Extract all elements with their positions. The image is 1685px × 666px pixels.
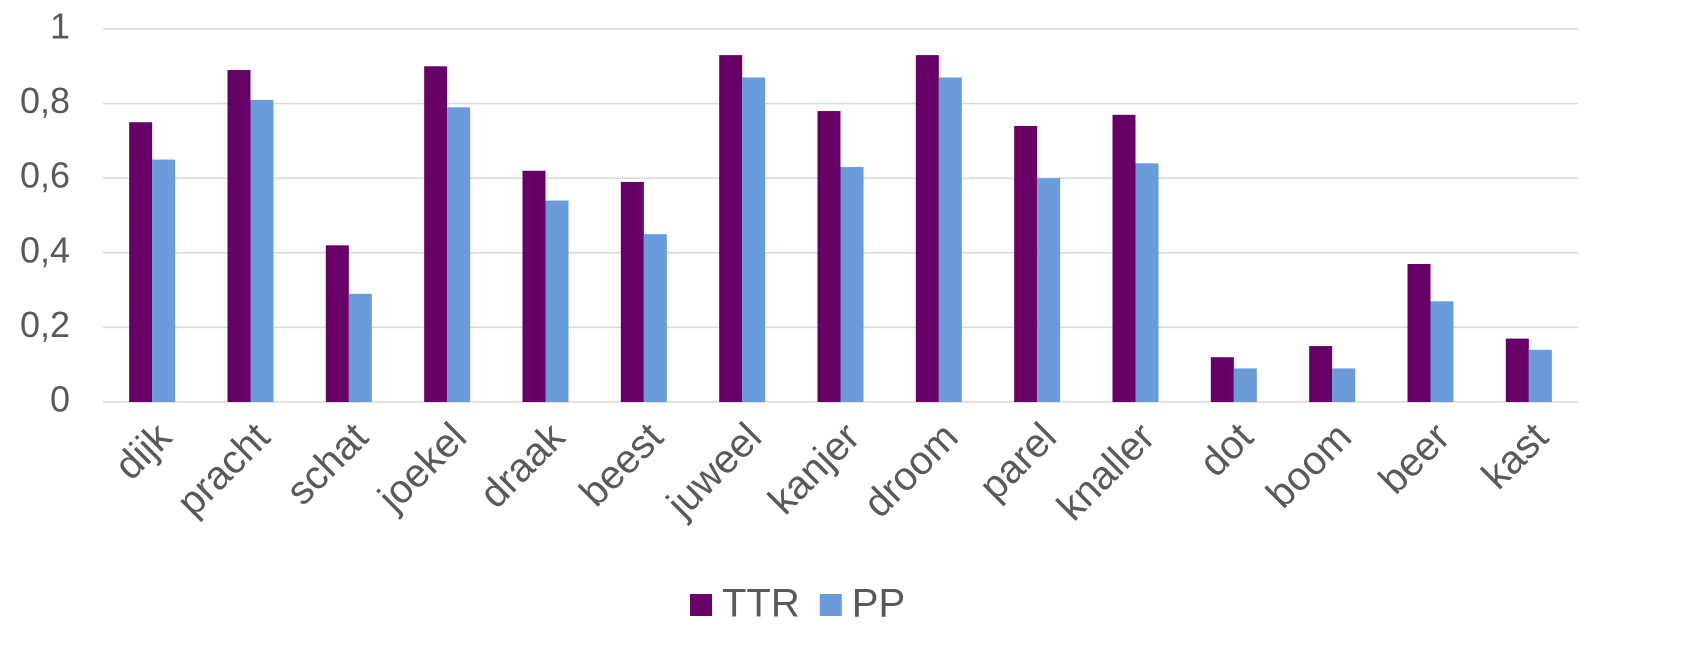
x-tick-label: schat [278, 415, 377, 514]
y-tick-label: 0,8 [20, 80, 70, 121]
bar [522, 170, 546, 402]
y-tick-label: 0 [50, 379, 70, 420]
x-tick-label: kast [1474, 415, 1557, 498]
bar [817, 111, 841, 402]
bar [348, 293, 372, 402]
x-tick-label: beer [1371, 415, 1459, 503]
legend-swatch [690, 594, 712, 616]
x-tick-label: droom [855, 415, 966, 526]
bar [1430, 301, 1454, 402]
y-tick-label: 0,4 [20, 229, 70, 270]
x-tick-label: dot [1191, 415, 1261, 485]
x-tick-label: pracht [169, 415, 279, 525]
bar [447, 107, 471, 402]
bar [1407, 263, 1431, 402]
x-tick-label: knaller [1049, 415, 1163, 529]
bar [1505, 338, 1529, 402]
x-tick-label: joekel [369, 415, 475, 521]
y-tick-label: 1 [50, 6, 70, 47]
bar [1233, 368, 1257, 402]
bar [250, 99, 274, 403]
x-tick-label: draak [471, 414, 574, 517]
bar [1037, 178, 1061, 402]
bar [840, 167, 864, 402]
legend-label: TTR [722, 582, 800, 626]
bar [643, 234, 667, 402]
bar [742, 77, 766, 403]
bar [1332, 368, 1356, 402]
bar [1135, 163, 1159, 402]
bar [545, 200, 569, 402]
bar [915, 55, 939, 403]
bar [938, 77, 962, 403]
x-tick-label: beest [571, 415, 671, 515]
bar [719, 55, 743, 403]
bar [325, 245, 349, 402]
y-tick-label: 0,2 [20, 304, 70, 345]
bar [227, 70, 251, 402]
bar [1112, 114, 1136, 402]
bar [129, 122, 153, 402]
bar [1210, 357, 1234, 402]
bar [152, 159, 176, 402]
legend-swatch [819, 594, 842, 616]
x-tick-label: juweel [658, 415, 770, 527]
x-tick-label: parel [971, 415, 1065, 509]
bar [1528, 349, 1552, 402]
legend-label: PP [852, 582, 905, 626]
bar [1014, 125, 1038, 402]
bar [620, 181, 644, 402]
bar [424, 66, 448, 403]
x-tick-label: kanjer [760, 415, 868, 523]
bar [1309, 346, 1333, 402]
x-tick-label: dijk [106, 414, 180, 488]
y-tick-label: 0,6 [20, 155, 70, 196]
x-tick-label: boom [1258, 415, 1360, 517]
